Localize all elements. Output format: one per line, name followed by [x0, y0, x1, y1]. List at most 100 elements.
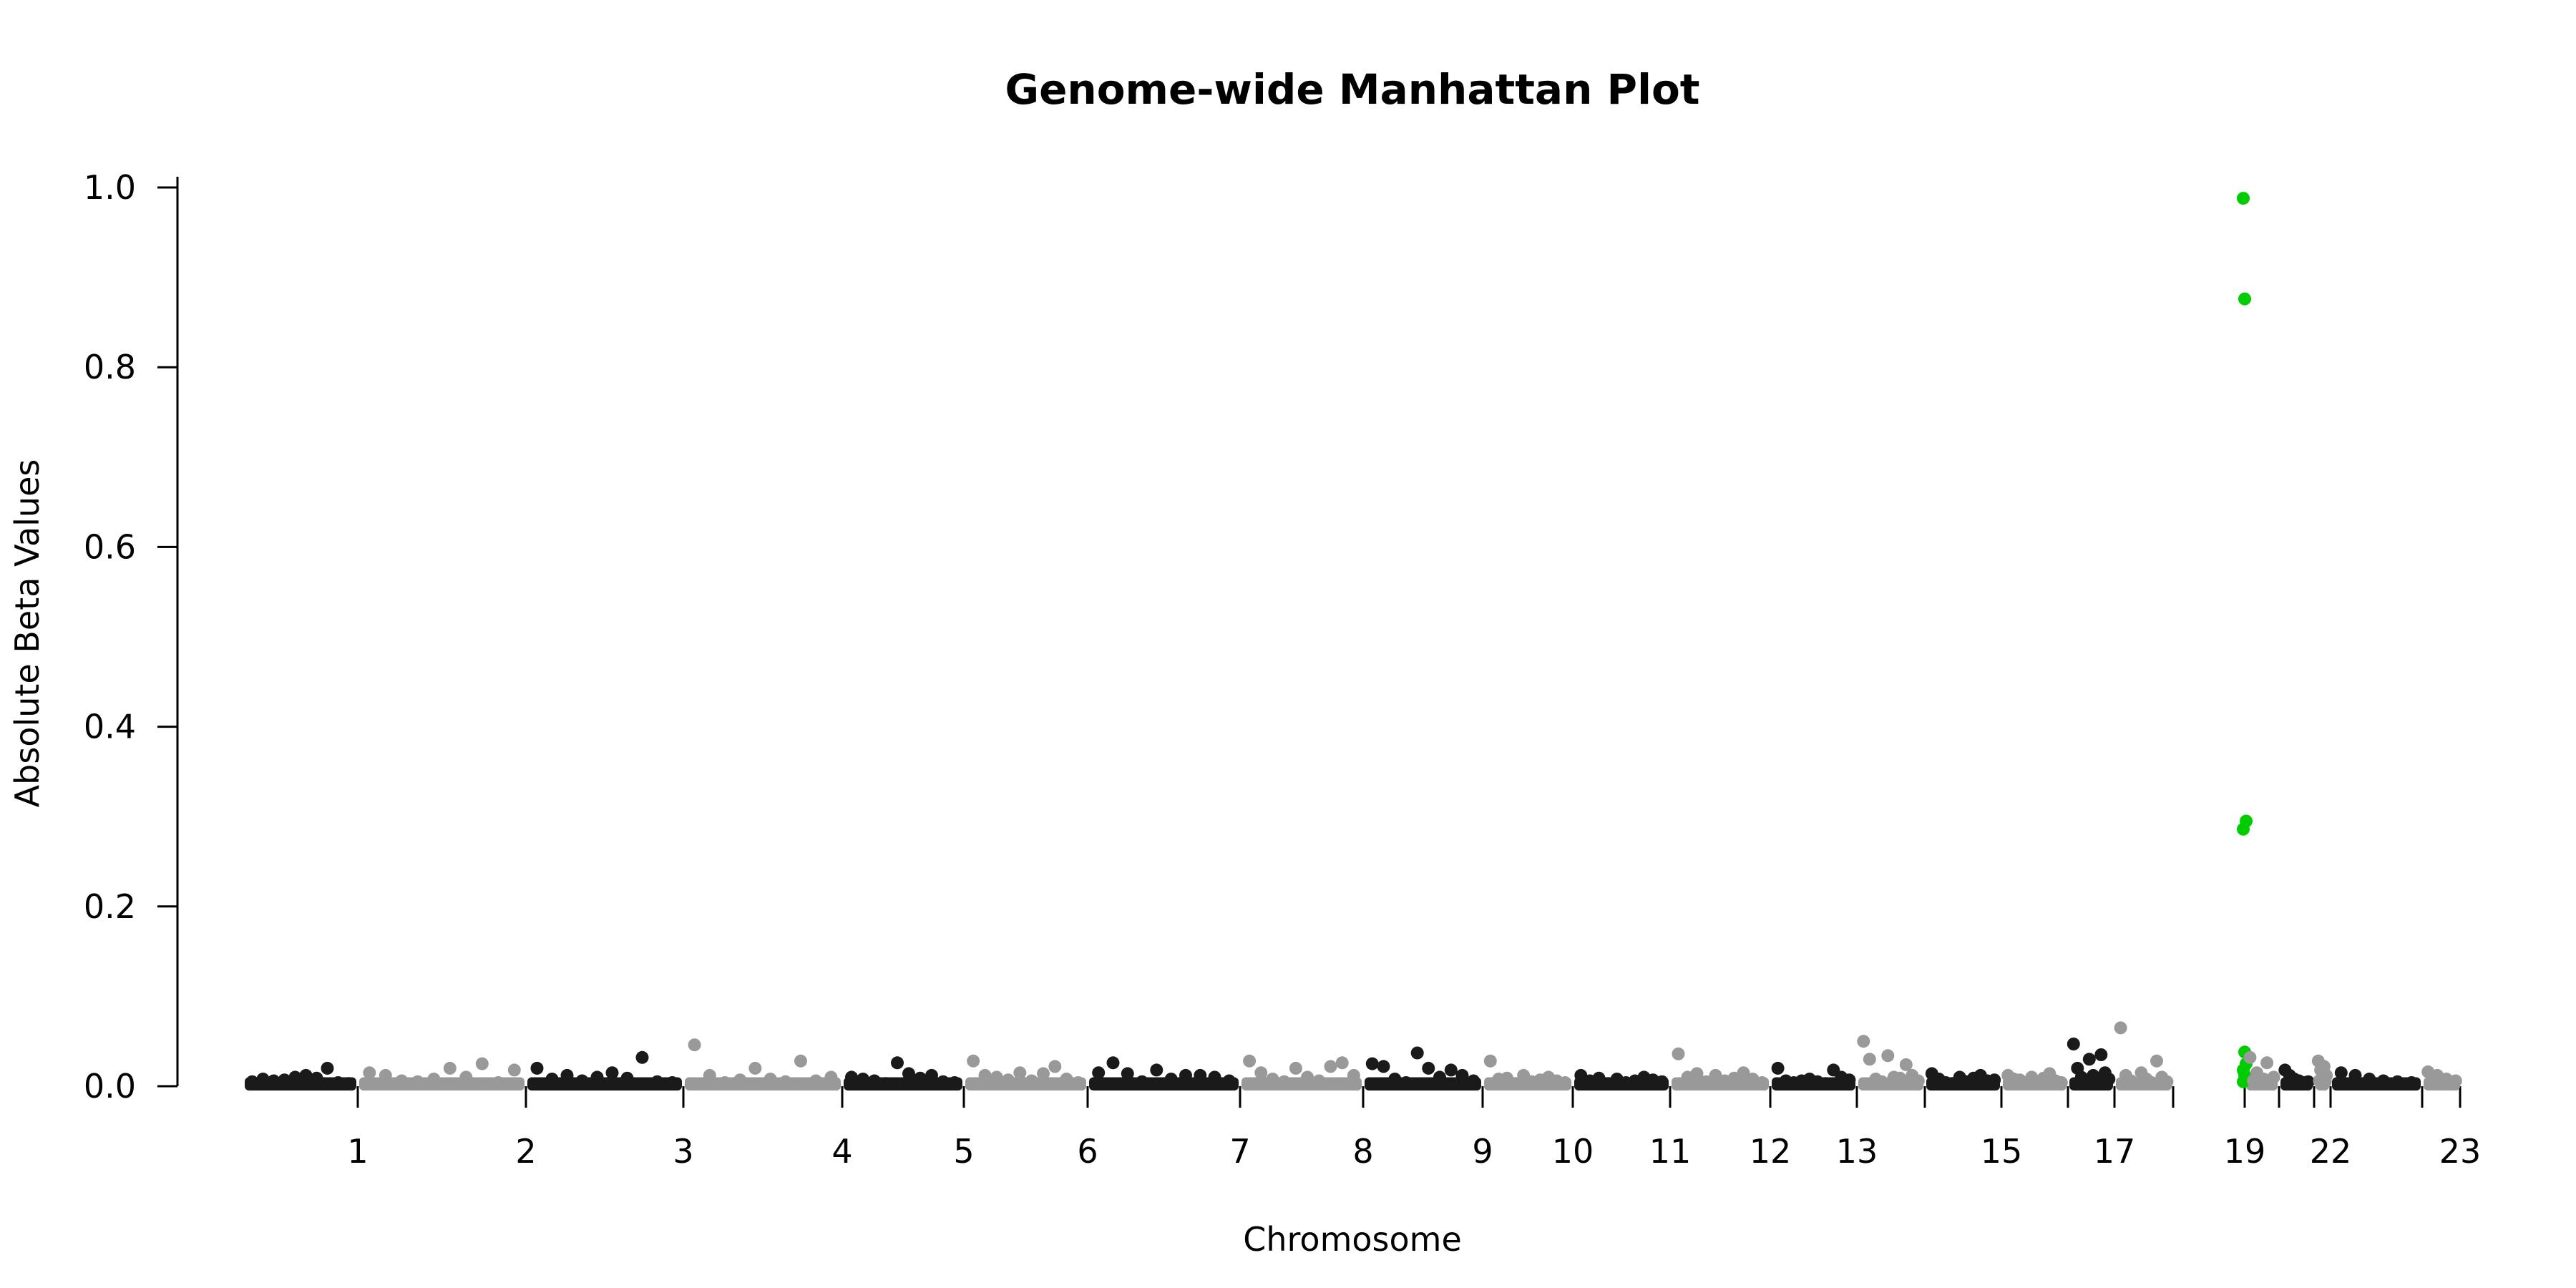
- data-point: [779, 1075, 792, 1088]
- data-point: [342, 1077, 356, 1091]
- y-tick-label: 0.4: [84, 708, 136, 746]
- data-point: [620, 1071, 634, 1085]
- data-point: [2253, 1076, 2267, 1089]
- data-point: [1365, 1057, 1379, 1070]
- data-point: [411, 1075, 424, 1088]
- data-point: [2094, 1048, 2108, 1061]
- data-point: [2315, 1076, 2328, 1089]
- y-tick-label: 0.6: [84, 527, 136, 566]
- data-point: [1433, 1070, 1446, 1084]
- data-point: [925, 1068, 938, 1082]
- data-point: [2391, 1075, 2404, 1088]
- data-point: [2237, 1075, 2250, 1088]
- data-point: [902, 1067, 915, 1080]
- data-point: [1483, 1054, 1497, 1068]
- y-axis-ticks: 0.0 0.2 0.4 0.6 0.8 1.0: [84, 168, 177, 1106]
- data-point: [2301, 1075, 2315, 1088]
- data-point: [331, 1076, 345, 1089]
- data-point: [2036, 1071, 2050, 1085]
- data-point: [1601, 1077, 1615, 1091]
- data-point: [1727, 1071, 1741, 1085]
- x-tick-label: 8: [1352, 1132, 1373, 1171]
- data-point: [1121, 1067, 1134, 1080]
- data-point: [2263, 1075, 2277, 1088]
- data-point: [1628, 1074, 1641, 1088]
- data-point: [2363, 1073, 2376, 1085]
- x-tick-label: 6: [1077, 1132, 1098, 1171]
- data-point: [1467, 1074, 1480, 1088]
- data-point: [395, 1074, 409, 1088]
- data-point: [2129, 1077, 2143, 1091]
- x-tick-label: 23: [2439, 1132, 2482, 1171]
- x-tick-label: 15: [1981, 1132, 2023, 1171]
- data-point: [2334, 1066, 2348, 1080]
- y-tick-label: 0.2: [84, 887, 136, 926]
- data-point: [299, 1068, 313, 1082]
- data-point: [545, 1073, 559, 1085]
- data-point: [605, 1066, 619, 1080]
- data-point: [1967, 1071, 1981, 1085]
- x-tick-label: 22: [2310, 1132, 2352, 1171]
- data-point: [507, 1063, 521, 1077]
- x-tick-label: 2: [515, 1132, 536, 1171]
- data-point: [1312, 1074, 1326, 1088]
- data-point: [1911, 1074, 1925, 1088]
- data-point: [2238, 292, 2251, 306]
- x-tick-label: 19: [2224, 1132, 2266, 1171]
- data-point: [2019, 1077, 2033, 1091]
- x-tick-label: 9: [1472, 1132, 1493, 1171]
- data-point: [2082, 1053, 2096, 1066]
- data-point: [1243, 1054, 1257, 1068]
- x-tick-label: 17: [2094, 1132, 2136, 1171]
- data-point: [2405, 1076, 2419, 1089]
- data-point: [937, 1075, 950, 1088]
- data-point: [1254, 1066, 1268, 1080]
- data-point: [1136, 1075, 1148, 1088]
- data-point: [1422, 1061, 1435, 1075]
- data-point: [1843, 1073, 1856, 1087]
- data-point: [1444, 1063, 1458, 1077]
- data-point: [2102, 1073, 2116, 1085]
- data-point: [1335, 1056, 1349, 1070]
- data-point: [1771, 1061, 1785, 1075]
- data-point: [1737, 1066, 1750, 1080]
- data-point: [1377, 1060, 1390, 1073]
- x-tick-label: 5: [953, 1132, 974, 1171]
- data-point: [1037, 1067, 1050, 1080]
- data-point: [748, 1061, 762, 1075]
- data-point: [1060, 1073, 1073, 1085]
- data-point: [1455, 1068, 1469, 1082]
- data-point: [1277, 1075, 1291, 1088]
- data-point: [1819, 1077, 1833, 1091]
- x-tick-label: 12: [1750, 1132, 1792, 1171]
- data-point: [256, 1073, 270, 1085]
- data-point: [1289, 1061, 1302, 1075]
- data-point: [1410, 1046, 1424, 1060]
- data-point: [1013, 1066, 1027, 1080]
- chart-title: Genome-wide Manhattan Plot: [1005, 65, 1699, 114]
- data-point: [2376, 1074, 2390, 1088]
- data-point: [590, 1070, 604, 1084]
- data-point: [267, 1074, 280, 1088]
- data-point: [379, 1068, 392, 1082]
- x-tick-label: 11: [1649, 1132, 1692, 1171]
- data-point: [2444, 1077, 2458, 1091]
- x-axis-ticks: 1 2 3 4 5 6 7 8 9 10 11 12 13 15 17 19 22 23: [347, 1086, 2481, 1171]
- data-point: [1690, 1067, 1704, 1080]
- data-point: [443, 1061, 457, 1075]
- data-point: [1222, 1074, 1236, 1088]
- data-point: [1400, 1076, 1413, 1089]
- data-point: [1208, 1070, 1221, 1084]
- data-point: [1655, 1075, 1669, 1088]
- data-point: [1179, 1068, 1192, 1082]
- data-point: [1988, 1073, 2001, 1087]
- data-point: [857, 1073, 869, 1085]
- data-point: [1857, 1035, 1870, 1048]
- data-point: [794, 1054, 807, 1068]
- data-point: [2237, 192, 2250, 205]
- data-point: [688, 1038, 701, 1052]
- x-axis-title: Chromosome: [1243, 1220, 1462, 1259]
- data-point: [809, 1074, 823, 1088]
- data-point: [1893, 1071, 1907, 1085]
